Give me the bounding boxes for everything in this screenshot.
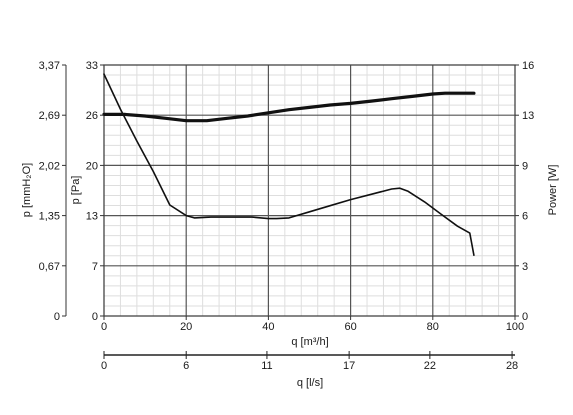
- y-tick-label-pressure: 20: [86, 160, 98, 172]
- x-tick-label-ls: 0: [101, 360, 107, 372]
- power-curve: [102, 91, 476, 123]
- x-axis-label-m3h: q [m³/h]: [291, 336, 328, 348]
- y-tick-label-mmh2o: 2,02: [39, 160, 60, 172]
- series-layer: [102, 73, 476, 256]
- y-tick-label-power: 0: [522, 311, 528, 323]
- y-tick-label-pressure: 33: [86, 60, 98, 72]
- y-tick-label-power: 13: [522, 110, 534, 122]
- x-tick-label-m3h: 60: [344, 321, 356, 333]
- pressure-curve: [103, 73, 475, 256]
- y-tick-label-pressure: 0: [92, 311, 98, 323]
- x-axis-label-ls: q [l/s]: [297, 377, 323, 389]
- y-axis-label-power: Power [W]: [547, 165, 559, 216]
- y-tick-label-mmh2o: 1,35: [39, 211, 60, 223]
- y-tick-label-pressure: 13: [86, 211, 98, 223]
- y-tick-label-mmh2o: 0: [54, 311, 60, 323]
- x-tick-label-m3h: 0: [101, 321, 107, 333]
- plot-frame: [103, 64, 516, 317]
- minor-grid: [104, 65, 515, 316]
- y-tick-label-power: 9: [522, 160, 528, 172]
- x-tick-label-m3h: 80: [427, 321, 439, 333]
- x-tick-label-ls: 17: [343, 360, 355, 372]
- y-tick-label-mmh2o: 0,67: [39, 261, 60, 273]
- y-axis-label-mmh2o: p [mmH₂O]: [21, 163, 33, 217]
- y-tick-label-power: 6: [522, 211, 528, 223]
- major-grid: [104, 65, 515, 316]
- y-tick-label-pressure: 7: [92, 261, 98, 273]
- x-tick-label-ls: 22: [424, 360, 436, 372]
- y-tick-label-mmh2o: 2,69: [39, 110, 60, 122]
- x-tick-label-ls: 11: [261, 360, 272, 372]
- x-tick-label-ls: 28: [506, 360, 518, 372]
- y-axis-label-pressure: p [Pa]: [70, 176, 82, 205]
- plot-border: [103, 64, 516, 317]
- y-tick-label-power: 16: [522, 60, 534, 72]
- y-tick-label-power: 3: [522, 261, 528, 273]
- y-tick-label-mmh2o: 3,37: [39, 60, 60, 72]
- x-tick-label-m3h: 100: [506, 321, 524, 333]
- x-tick-label-ls: 6: [183, 360, 189, 372]
- axis-layer: 0 0,67 1,35 2,02 2,69 3,37 0 7 13 20 26 33 0 3 6 9 13 16 0…: [39, 60, 535, 372]
- x-tick-label-m3h: 40: [262, 321, 274, 333]
- y-tick-label-pressure: 26: [86, 110, 98, 122]
- x-tick-label-m3h: 20: [180, 321, 192, 333]
